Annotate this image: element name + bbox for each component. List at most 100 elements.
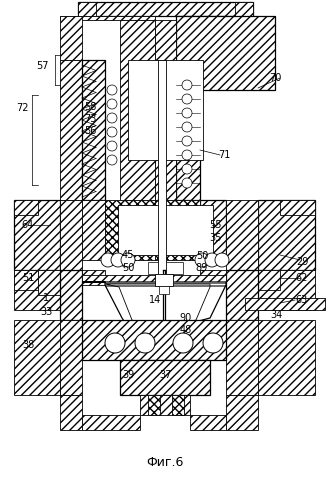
Polygon shape xyxy=(14,270,60,310)
Polygon shape xyxy=(82,282,226,330)
Polygon shape xyxy=(176,90,200,200)
Circle shape xyxy=(101,253,115,267)
Circle shape xyxy=(107,127,117,137)
Circle shape xyxy=(182,164,192,174)
Polygon shape xyxy=(60,270,82,320)
Text: 38: 38 xyxy=(22,340,34,350)
Polygon shape xyxy=(120,360,210,395)
Circle shape xyxy=(215,253,229,267)
Polygon shape xyxy=(82,200,105,260)
Circle shape xyxy=(111,253,125,267)
Polygon shape xyxy=(60,16,155,20)
Circle shape xyxy=(182,136,192,146)
Polygon shape xyxy=(82,275,226,282)
Polygon shape xyxy=(155,20,176,200)
Polygon shape xyxy=(14,270,38,290)
Bar xyxy=(128,60,203,160)
Polygon shape xyxy=(60,320,82,395)
Text: 89: 89 xyxy=(196,263,208,273)
Text: 57: 57 xyxy=(36,61,48,71)
Text: 51: 51 xyxy=(22,273,34,283)
Circle shape xyxy=(182,122,192,132)
Circle shape xyxy=(107,99,117,109)
Polygon shape xyxy=(200,200,226,260)
Text: 62: 62 xyxy=(296,273,308,283)
Polygon shape xyxy=(258,320,315,395)
Polygon shape xyxy=(226,270,258,320)
Polygon shape xyxy=(105,284,210,328)
Text: 1: 1 xyxy=(43,293,49,303)
Circle shape xyxy=(205,253,219,267)
Text: 48: 48 xyxy=(180,325,192,335)
Polygon shape xyxy=(176,16,275,90)
Bar xyxy=(148,262,183,274)
Text: 56: 56 xyxy=(84,126,96,136)
Text: 33: 33 xyxy=(40,307,52,317)
Polygon shape xyxy=(226,395,258,430)
Bar xyxy=(155,274,173,286)
Circle shape xyxy=(182,94,192,104)
Text: 70: 70 xyxy=(269,73,281,83)
Circle shape xyxy=(107,155,117,165)
Polygon shape xyxy=(245,298,325,310)
Circle shape xyxy=(182,178,192,188)
Text: 50: 50 xyxy=(122,263,134,273)
Polygon shape xyxy=(235,2,253,16)
Text: 50: 50 xyxy=(196,251,208,261)
Polygon shape xyxy=(105,200,155,260)
Text: 72: 72 xyxy=(16,103,28,113)
Polygon shape xyxy=(258,270,315,310)
Polygon shape xyxy=(78,2,253,16)
Polygon shape xyxy=(200,270,226,285)
Circle shape xyxy=(107,141,117,151)
Text: 73: 73 xyxy=(84,114,96,124)
Circle shape xyxy=(182,150,192,160)
Polygon shape xyxy=(14,320,60,395)
Text: Фиг.6: Фиг.6 xyxy=(146,457,184,470)
Text: 39: 39 xyxy=(122,370,134,380)
Bar xyxy=(118,205,213,255)
Bar xyxy=(148,395,160,415)
Text: 37: 37 xyxy=(159,370,171,380)
Polygon shape xyxy=(82,415,140,430)
Text: 14: 14 xyxy=(149,295,161,305)
Bar xyxy=(158,60,166,290)
Text: 58: 58 xyxy=(84,102,96,112)
Circle shape xyxy=(173,333,193,353)
Polygon shape xyxy=(60,200,82,270)
Polygon shape xyxy=(38,270,60,295)
Polygon shape xyxy=(280,200,315,215)
Text: 45: 45 xyxy=(122,250,134,260)
Polygon shape xyxy=(60,16,82,60)
Polygon shape xyxy=(176,16,275,20)
Polygon shape xyxy=(120,20,155,200)
Text: 63: 63 xyxy=(296,295,308,305)
Circle shape xyxy=(182,80,192,90)
Polygon shape xyxy=(258,200,315,270)
Polygon shape xyxy=(60,60,82,200)
Circle shape xyxy=(121,253,135,267)
Circle shape xyxy=(182,108,192,118)
Circle shape xyxy=(195,253,209,267)
Text: 90: 90 xyxy=(180,313,192,323)
Polygon shape xyxy=(190,415,226,430)
Text: 55: 55 xyxy=(209,220,221,230)
Text: 29: 29 xyxy=(296,257,308,267)
Polygon shape xyxy=(82,270,105,285)
Polygon shape xyxy=(14,200,38,215)
Polygon shape xyxy=(78,2,96,16)
Polygon shape xyxy=(140,395,190,415)
Polygon shape xyxy=(82,60,105,200)
Text: 64: 64 xyxy=(22,220,34,230)
Polygon shape xyxy=(14,200,60,270)
Text: 71: 71 xyxy=(218,150,230,160)
Text: 35: 35 xyxy=(209,233,221,243)
Polygon shape xyxy=(258,270,280,290)
Circle shape xyxy=(105,333,125,353)
Circle shape xyxy=(135,333,155,353)
Circle shape xyxy=(107,113,117,123)
Bar xyxy=(159,286,169,294)
Bar xyxy=(172,395,184,415)
Polygon shape xyxy=(82,320,226,360)
Text: 34: 34 xyxy=(270,310,282,320)
